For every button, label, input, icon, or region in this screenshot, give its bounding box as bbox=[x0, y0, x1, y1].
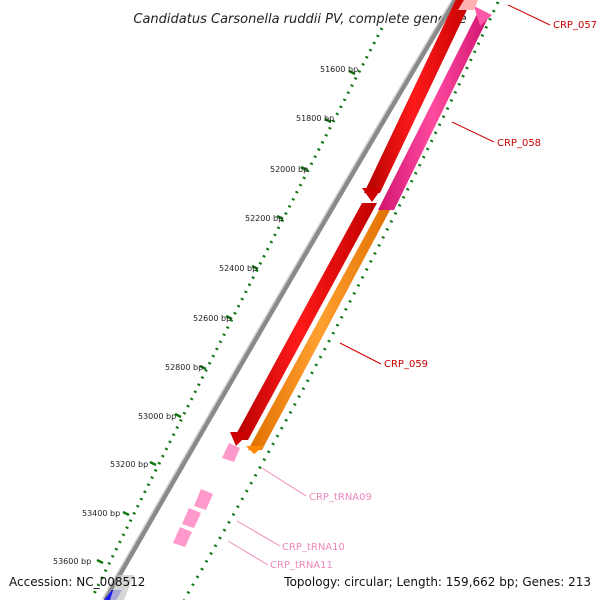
genome-backbone-highlight bbox=[101, 0, 453, 600]
gene-label-crp-trna11[interactable]: CRP_tRNA11 bbox=[270, 560, 333, 571]
tick-label-51600: 51600 bp bbox=[320, 65, 358, 74]
topology-text: Topology: circular; Length: 159,662 bp; … bbox=[283, 575, 591, 589]
gene-label-crp-trna10[interactable]: CRP_tRNA10 bbox=[282, 542, 345, 553]
gene-crp-trna11[interactable] bbox=[173, 527, 192, 547]
map-title: Candidatus Carsonella ruddii PV, complet… bbox=[133, 12, 466, 27]
gene-label-crp-059[interactable]: CRP_059 bbox=[384, 359, 428, 370]
gene-crp-trna10[interactable] bbox=[194, 489, 213, 510]
gene-crp-058-arrowhead bbox=[474, 6, 492, 26]
gene-crp-059[interactable] bbox=[248, 210, 390, 450]
gene-crp-057[interactable] bbox=[364, 0, 474, 193]
genome-backbone bbox=[102, 0, 458, 600]
gene-crp-057-arrowhead bbox=[362, 188, 382, 202]
gene-crp-057-tail-pink bbox=[458, 0, 478, 10]
tick-label-53400: 53400 bp bbox=[82, 509, 120, 518]
accession-text: Accession: NC_008512 bbox=[9, 575, 145, 589]
gene-crp-trna09[interactable] bbox=[222, 443, 240, 462]
tick-label-53000: 53000 bp bbox=[138, 412, 176, 421]
bp-tick-marks bbox=[96, 69, 356, 565]
grey-gene-segment bbox=[110, 575, 134, 600]
tick-label-51800: 51800 bp bbox=[296, 114, 334, 123]
gene-label-crp-057[interactable]: CRP_057 bbox=[553, 20, 597, 31]
gene-label-crp-trna09[interactable]: CRP_tRNA09 bbox=[309, 492, 372, 503]
gene-crp-058[interactable] bbox=[378, 12, 488, 210]
tick-label-52400: 52400 bp bbox=[219, 264, 257, 273]
tick-label-52800: 52800 bp bbox=[165, 363, 203, 372]
tick-label-52600: 52600 bp bbox=[193, 314, 231, 323]
gene-crp-059-red-segment[interactable] bbox=[233, 203, 377, 440]
tick-label-52000: 52000 bp bbox=[270, 165, 308, 174]
tick-label-53600: 53600 bp bbox=[53, 557, 91, 566]
gene-crp-059-arrowhead bbox=[246, 446, 264, 454]
tick-label-53200: 53200 bp bbox=[110, 460, 148, 469]
position-ruler-ring bbox=[90, 27, 384, 599]
gene-crp-trna10b[interactable] bbox=[182, 508, 201, 528]
tick-label-52200: 52200 bp bbox=[245, 214, 283, 223]
gene-red-lower-arrowhead bbox=[230, 432, 250, 446]
gene-label-crp-058[interactable]: CRP_058 bbox=[497, 138, 541, 149]
label-leader-lines bbox=[227, 4, 551, 566]
